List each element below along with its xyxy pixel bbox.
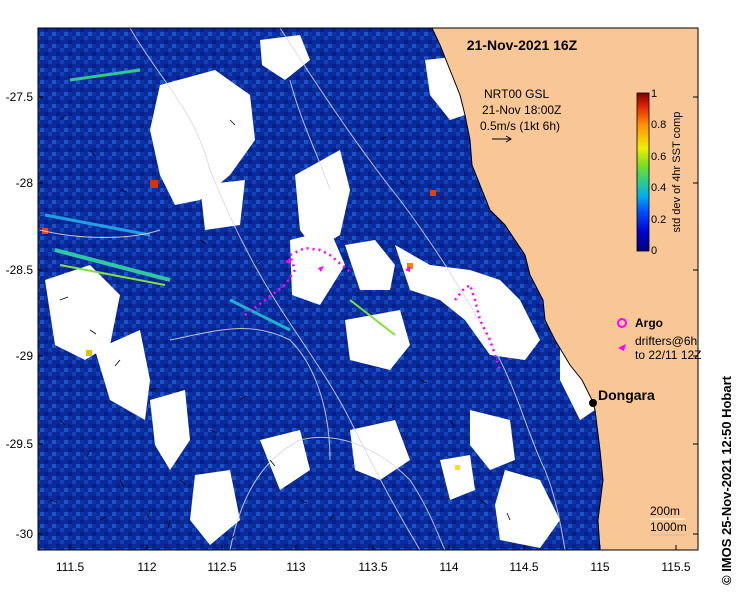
town-label: Dongara: [598, 387, 655, 403]
lat-tick-label: -28.5: [6, 263, 34, 277]
lat-axis: -27.5 -28 -28.5 -29 -29.5 -30: [6, 90, 698, 541]
plot-area: [38, 28, 698, 550]
lat-tick-label: -29: [16, 349, 34, 363]
drifter-marker: [618, 344, 626, 351]
product-annotation: NRT00 GSL 21-Nov 18:00Z 0.5m/s (1kt 6h): [480, 87, 561, 143]
product-line-3: 0.5m/s (1kt 6h): [480, 119, 560, 133]
colorbar-gradient: [636, 92, 650, 252]
colorbar-tick: 0.6: [651, 151, 666, 163]
lon-tick-label: 113: [286, 560, 305, 574]
town-marker: Dongara: [589, 387, 655, 407]
credit-text: © IMOS 25-Nov-2021 12:50 Hobart: [719, 375, 734, 585]
argo-marker: [617, 318, 627, 328]
drifters-label-2: to 22/11 12Z: [635, 348, 702, 362]
lon-tick-label: 113.5: [358, 560, 387, 574]
lon-tick-label: 114.5: [509, 560, 538, 574]
date-title: 21-Nov-2021 16Z: [467, 37, 578, 53]
plot-frame: [37, 27, 699, 551]
legend: Argo drifters@6h to 22/11 12Z: [617, 316, 702, 362]
colorbar: 0 0.2 0.4 0.6 0.8 1 std dev of 4hr SST c…: [636, 88, 683, 257]
lon-tick-label: 112: [137, 560, 156, 574]
lon-tick-label: 115.5: [661, 560, 690, 574]
cloud-mask: [45, 35, 660, 548]
high-variance-streaks: [42, 68, 460, 470]
colorbar-tick: 1: [651, 88, 657, 100]
lat-tick-label: -29.5: [6, 437, 34, 451]
drifters-label-1: drifters@6h: [635, 334, 697, 348]
depth-legend: 200m 1000m: [650, 504, 687, 536]
colorbar-label: std dev of 4hr SST comp: [671, 112, 683, 233]
current-vectors: [49, 114, 511, 541]
lat-tick-label: -27.5: [6, 90, 34, 104]
colorbar-tick: 0.4: [651, 182, 666, 194]
drifter-tracks: [244, 246, 502, 371]
dongara-dot: [589, 399, 597, 407]
bathymetry-contours: [39, 28, 566, 550]
lon-tick-label: 115: [590, 560, 609, 574]
scale-arrow: [492, 135, 512, 143]
lon-tick-label: 111.5: [56, 560, 85, 574]
drifter-heads: [285, 257, 410, 272]
colorbar-tick: 0.2: [651, 214, 666, 226]
colorbar-tick: 0.8: [651, 119, 666, 131]
product-line-1: NRT00 GSL: [484, 87, 549, 101]
depth-1000-label: 1000m: [650, 520, 687, 534]
lon-axis: 111.5 112 112.5 113 113.5 114 114.5 115 …: [56, 545, 691, 574]
lon-tick-label: 112.5: [207, 560, 236, 574]
colorbar-tick: 0: [651, 245, 657, 257]
lat-tick-label: -30: [16, 527, 34, 541]
depth-200-label: 200m: [650, 504, 680, 518]
product-line-2: 21-Nov 18:00Z: [482, 103, 561, 117]
lon-tick-label: 114: [439, 560, 458, 574]
land-mass: [431, 28, 698, 550]
lat-tick-label: -28: [16, 176, 34, 190]
argo-label: Argo: [635, 316, 663, 330]
